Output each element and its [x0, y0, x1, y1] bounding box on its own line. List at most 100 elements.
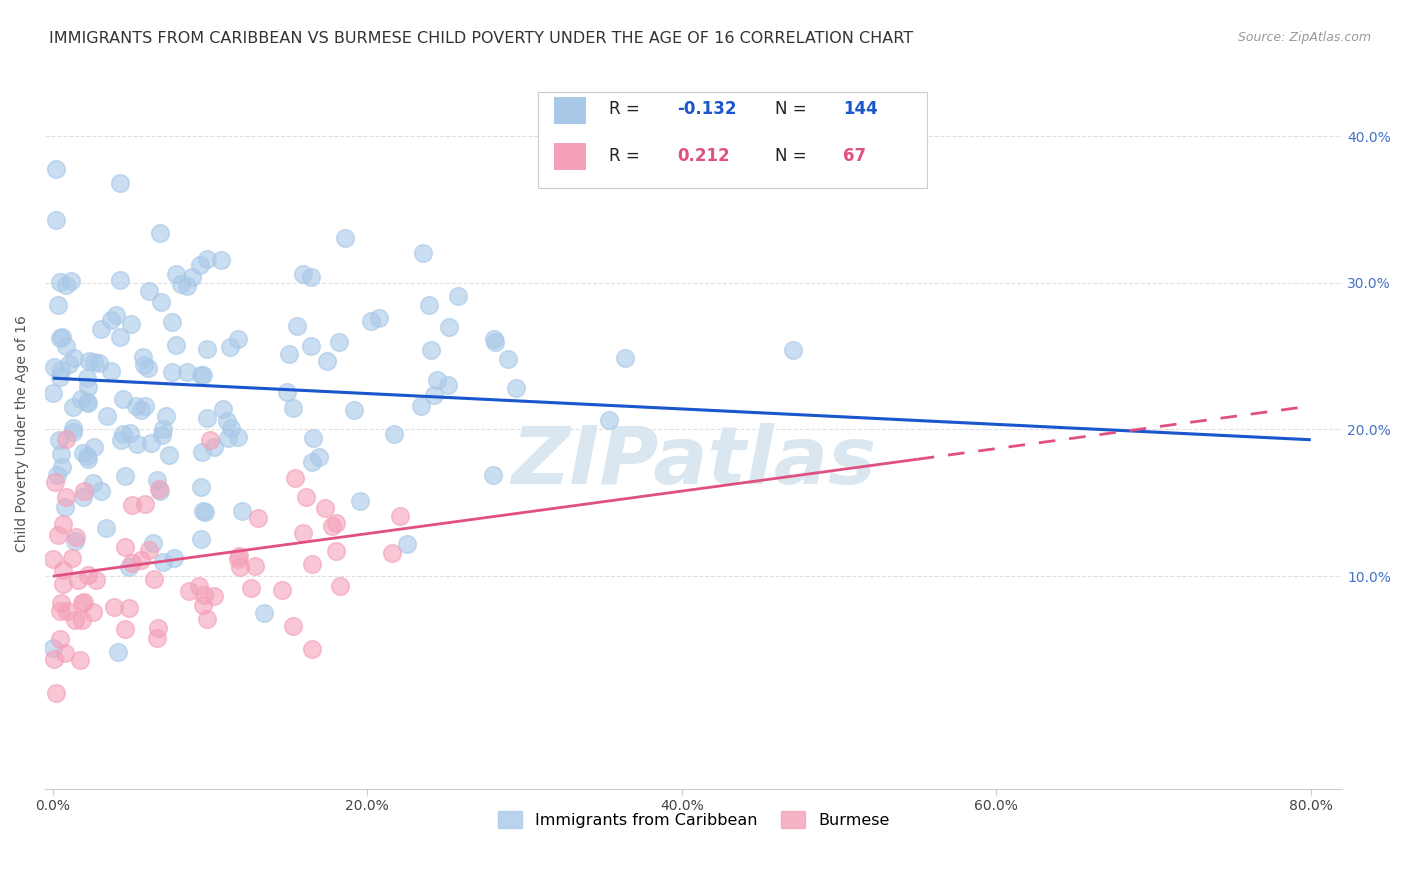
Text: R =: R =: [609, 146, 645, 165]
Point: [53, 646, 76, 660]
Point: [226, 430, 249, 444]
Point: [129, 553, 152, 567]
Point: [270, 582, 292, 597]
Point: [103, 599, 125, 614]
Legend: Immigrants from Caribbean, Burmese: Immigrants from Caribbean, Burmese: [492, 805, 896, 834]
Point: [45, 213, 67, 227]
Point: [49, 447, 72, 461]
Point: [228, 549, 250, 563]
Point: [368, 311, 391, 326]
Point: [294, 491, 316, 505]
Point: [138, 543, 160, 558]
Point: [316, 354, 339, 368]
Point: [42, 552, 65, 566]
Point: [299, 339, 322, 353]
Point: [42, 641, 65, 656]
Point: [52, 563, 75, 577]
Point: [51, 362, 73, 376]
Text: Source: ZipAtlas.com: Source: ZipAtlas.com: [1237, 31, 1371, 45]
Point: [628, 119, 651, 133]
Point: [49, 632, 72, 646]
Point: [176, 279, 198, 293]
Point: [329, 579, 352, 593]
Point: [125, 400, 148, 414]
Point: [48, 604, 70, 618]
Point: [231, 504, 253, 518]
Point: [70, 392, 93, 407]
Point: [149, 294, 172, 309]
Point: [114, 622, 136, 636]
Point: [139, 436, 162, 450]
Point: [100, 364, 122, 378]
Point: [65, 534, 87, 549]
Point: [281, 401, 304, 416]
Point: [219, 421, 242, 435]
Point: [55, 339, 77, 353]
Point: [614, 351, 637, 365]
Point: [202, 589, 225, 603]
Point: [79, 354, 101, 368]
Point: [66, 574, 89, 588]
Point: [388, 508, 411, 523]
Point: [62, 351, 84, 365]
Point: [276, 385, 298, 400]
Point: [62, 421, 84, 435]
Point: [77, 452, 100, 467]
Point: [42, 386, 65, 401]
Point: [496, 351, 519, 366]
Point: [138, 285, 160, 299]
Point: [283, 619, 305, 633]
Text: N =: N =: [775, 146, 813, 165]
Point: [142, 535, 165, 549]
Point: [202, 441, 225, 455]
Point: [395, 537, 418, 551]
Point: [72, 613, 94, 627]
Point: [146, 631, 169, 645]
Point: [301, 641, 323, 656]
Point: [325, 516, 347, 530]
Point: [165, 267, 187, 281]
Point: [284, 471, 307, 485]
Point: [114, 541, 136, 555]
Point: [73, 595, 96, 609]
Point: [77, 396, 100, 410]
Point: [83, 440, 105, 454]
Point: [121, 498, 143, 512]
Point: [301, 455, 323, 469]
Point: [136, 360, 159, 375]
Y-axis label: Child Poverty Under the Age of 16: Child Poverty Under the Age of 16: [15, 315, 30, 551]
Point: [55, 604, 77, 618]
Point: [188, 258, 211, 272]
Text: -0.132: -0.132: [676, 101, 737, 119]
Point: [77, 380, 100, 394]
Point: [118, 601, 141, 615]
Point: [82, 475, 104, 490]
Text: 144: 144: [842, 101, 877, 119]
Point: [194, 504, 217, 518]
Point: [191, 368, 214, 383]
Point: [200, 434, 222, 448]
Point: [193, 503, 215, 517]
Point: [69, 653, 91, 667]
Point: [253, 606, 276, 620]
Point: [82, 605, 104, 619]
Point: [301, 557, 323, 571]
Point: [55, 490, 77, 504]
Point: [48, 433, 70, 447]
Point: [325, 544, 347, 558]
Point: [49, 596, 72, 610]
Point: [148, 482, 170, 496]
Point: [314, 500, 336, 515]
Point: [120, 318, 142, 332]
Point: [420, 343, 443, 357]
Point: [45, 686, 67, 700]
Point: [505, 381, 527, 395]
Point: [134, 399, 156, 413]
Point: [143, 572, 166, 586]
Point: [482, 332, 505, 346]
Point: [176, 365, 198, 379]
Point: [52, 516, 75, 531]
Point: [72, 490, 94, 504]
Point: [195, 612, 218, 626]
Point: [60, 274, 83, 288]
